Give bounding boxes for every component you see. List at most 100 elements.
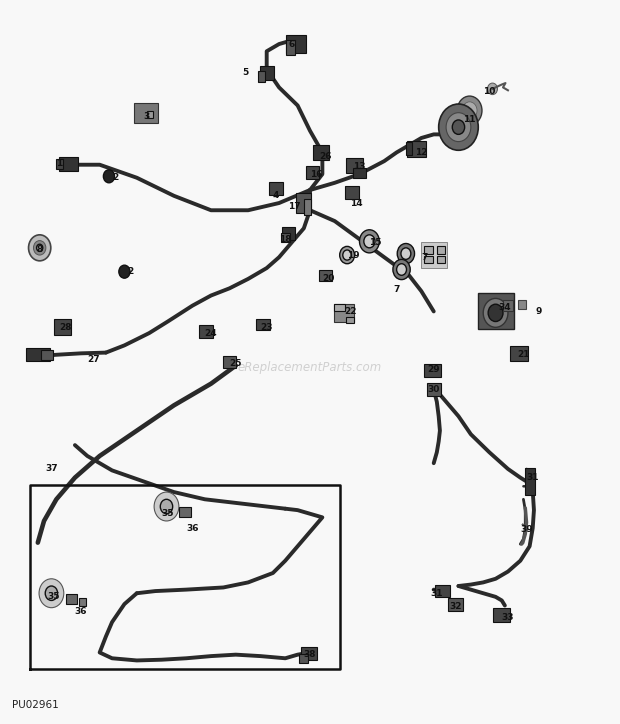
Circle shape [393,259,410,279]
Bar [437,246,446,253]
Bar [258,71,265,83]
Text: 31: 31 [526,473,539,482]
Text: 35: 35 [161,509,174,518]
Text: 18: 18 [279,235,291,244]
Bar [425,246,433,253]
Text: 16: 16 [310,169,322,179]
Bar [223,356,236,368]
Circle shape [439,104,478,151]
Text: PU02961: PU02961 [12,700,58,710]
Circle shape [45,586,58,600]
Text: 21: 21 [517,350,529,359]
Circle shape [457,96,482,125]
Text: 7: 7 [421,253,428,261]
Text: 34: 34 [498,303,511,312]
Bar [425,256,433,263]
Text: 28: 28 [60,323,72,332]
Bar [306,167,319,179]
Circle shape [397,264,407,275]
Bar [407,141,426,157]
Bar [319,269,332,281]
Bar [313,146,329,160]
Text: 30: 30 [428,385,440,394]
Text: 14: 14 [350,198,363,208]
Bar [66,594,77,604]
Bar [26,348,50,361]
Text: 7: 7 [394,285,400,294]
Bar [437,256,446,263]
Bar [198,325,213,338]
Bar [286,41,294,55]
Bar [425,364,441,377]
Circle shape [488,304,503,321]
Bar [525,468,534,495]
Text: 26: 26 [319,151,332,161]
Bar [256,319,270,330]
Bar [179,508,190,518]
Circle shape [343,250,352,260]
Text: 32: 32 [449,602,462,611]
Bar [148,111,154,119]
Bar [493,607,510,622]
Bar [346,158,363,174]
Text: 22: 22 [344,307,356,316]
Text: 6: 6 [288,40,294,49]
Text: 13: 13 [353,162,366,172]
Circle shape [161,500,172,514]
Bar [268,182,283,195]
Text: 38: 38 [304,650,316,659]
Text: 1: 1 [56,159,63,168]
Bar [299,654,308,662]
Circle shape [33,240,46,255]
Bar [334,304,345,311]
Text: 4: 4 [273,191,279,201]
Circle shape [39,578,64,607]
Bar [281,233,290,242]
Text: 36: 36 [75,607,87,616]
Circle shape [452,120,464,135]
Circle shape [446,113,471,142]
Bar [304,198,311,214]
Text: 2: 2 [112,173,118,182]
Bar [477,293,513,329]
Text: 5: 5 [242,69,248,77]
Bar [41,350,53,360]
Circle shape [487,83,497,95]
Circle shape [154,492,179,521]
Circle shape [483,298,508,327]
Text: 36: 36 [186,523,199,533]
Text: 39: 39 [520,525,533,534]
Bar [296,193,311,213]
Text: 35: 35 [47,592,60,602]
Bar [448,597,463,610]
Text: 29: 29 [427,365,440,374]
Circle shape [397,243,415,264]
Bar [427,383,441,396]
Bar [435,585,449,597]
Bar [345,186,360,199]
Text: 24: 24 [205,329,218,337]
Bar [54,319,71,335]
Text: 10: 10 [483,87,495,96]
Circle shape [340,246,355,264]
Bar [281,227,295,240]
Bar [353,168,366,177]
Circle shape [119,265,130,278]
Text: 17: 17 [288,202,301,211]
Bar [503,300,513,311]
Bar [135,103,158,123]
Text: 37: 37 [45,465,58,473]
Text: 8: 8 [37,245,43,255]
Bar [421,243,447,268]
Text: 20: 20 [322,274,335,283]
Circle shape [462,102,477,119]
Text: 31: 31 [430,589,443,598]
Bar [518,300,526,308]
Circle shape [29,235,51,261]
Bar [260,66,273,80]
Bar [301,647,317,660]
Bar [347,317,354,323]
Text: 11: 11 [463,115,476,125]
Bar [334,304,354,322]
Circle shape [401,248,411,259]
